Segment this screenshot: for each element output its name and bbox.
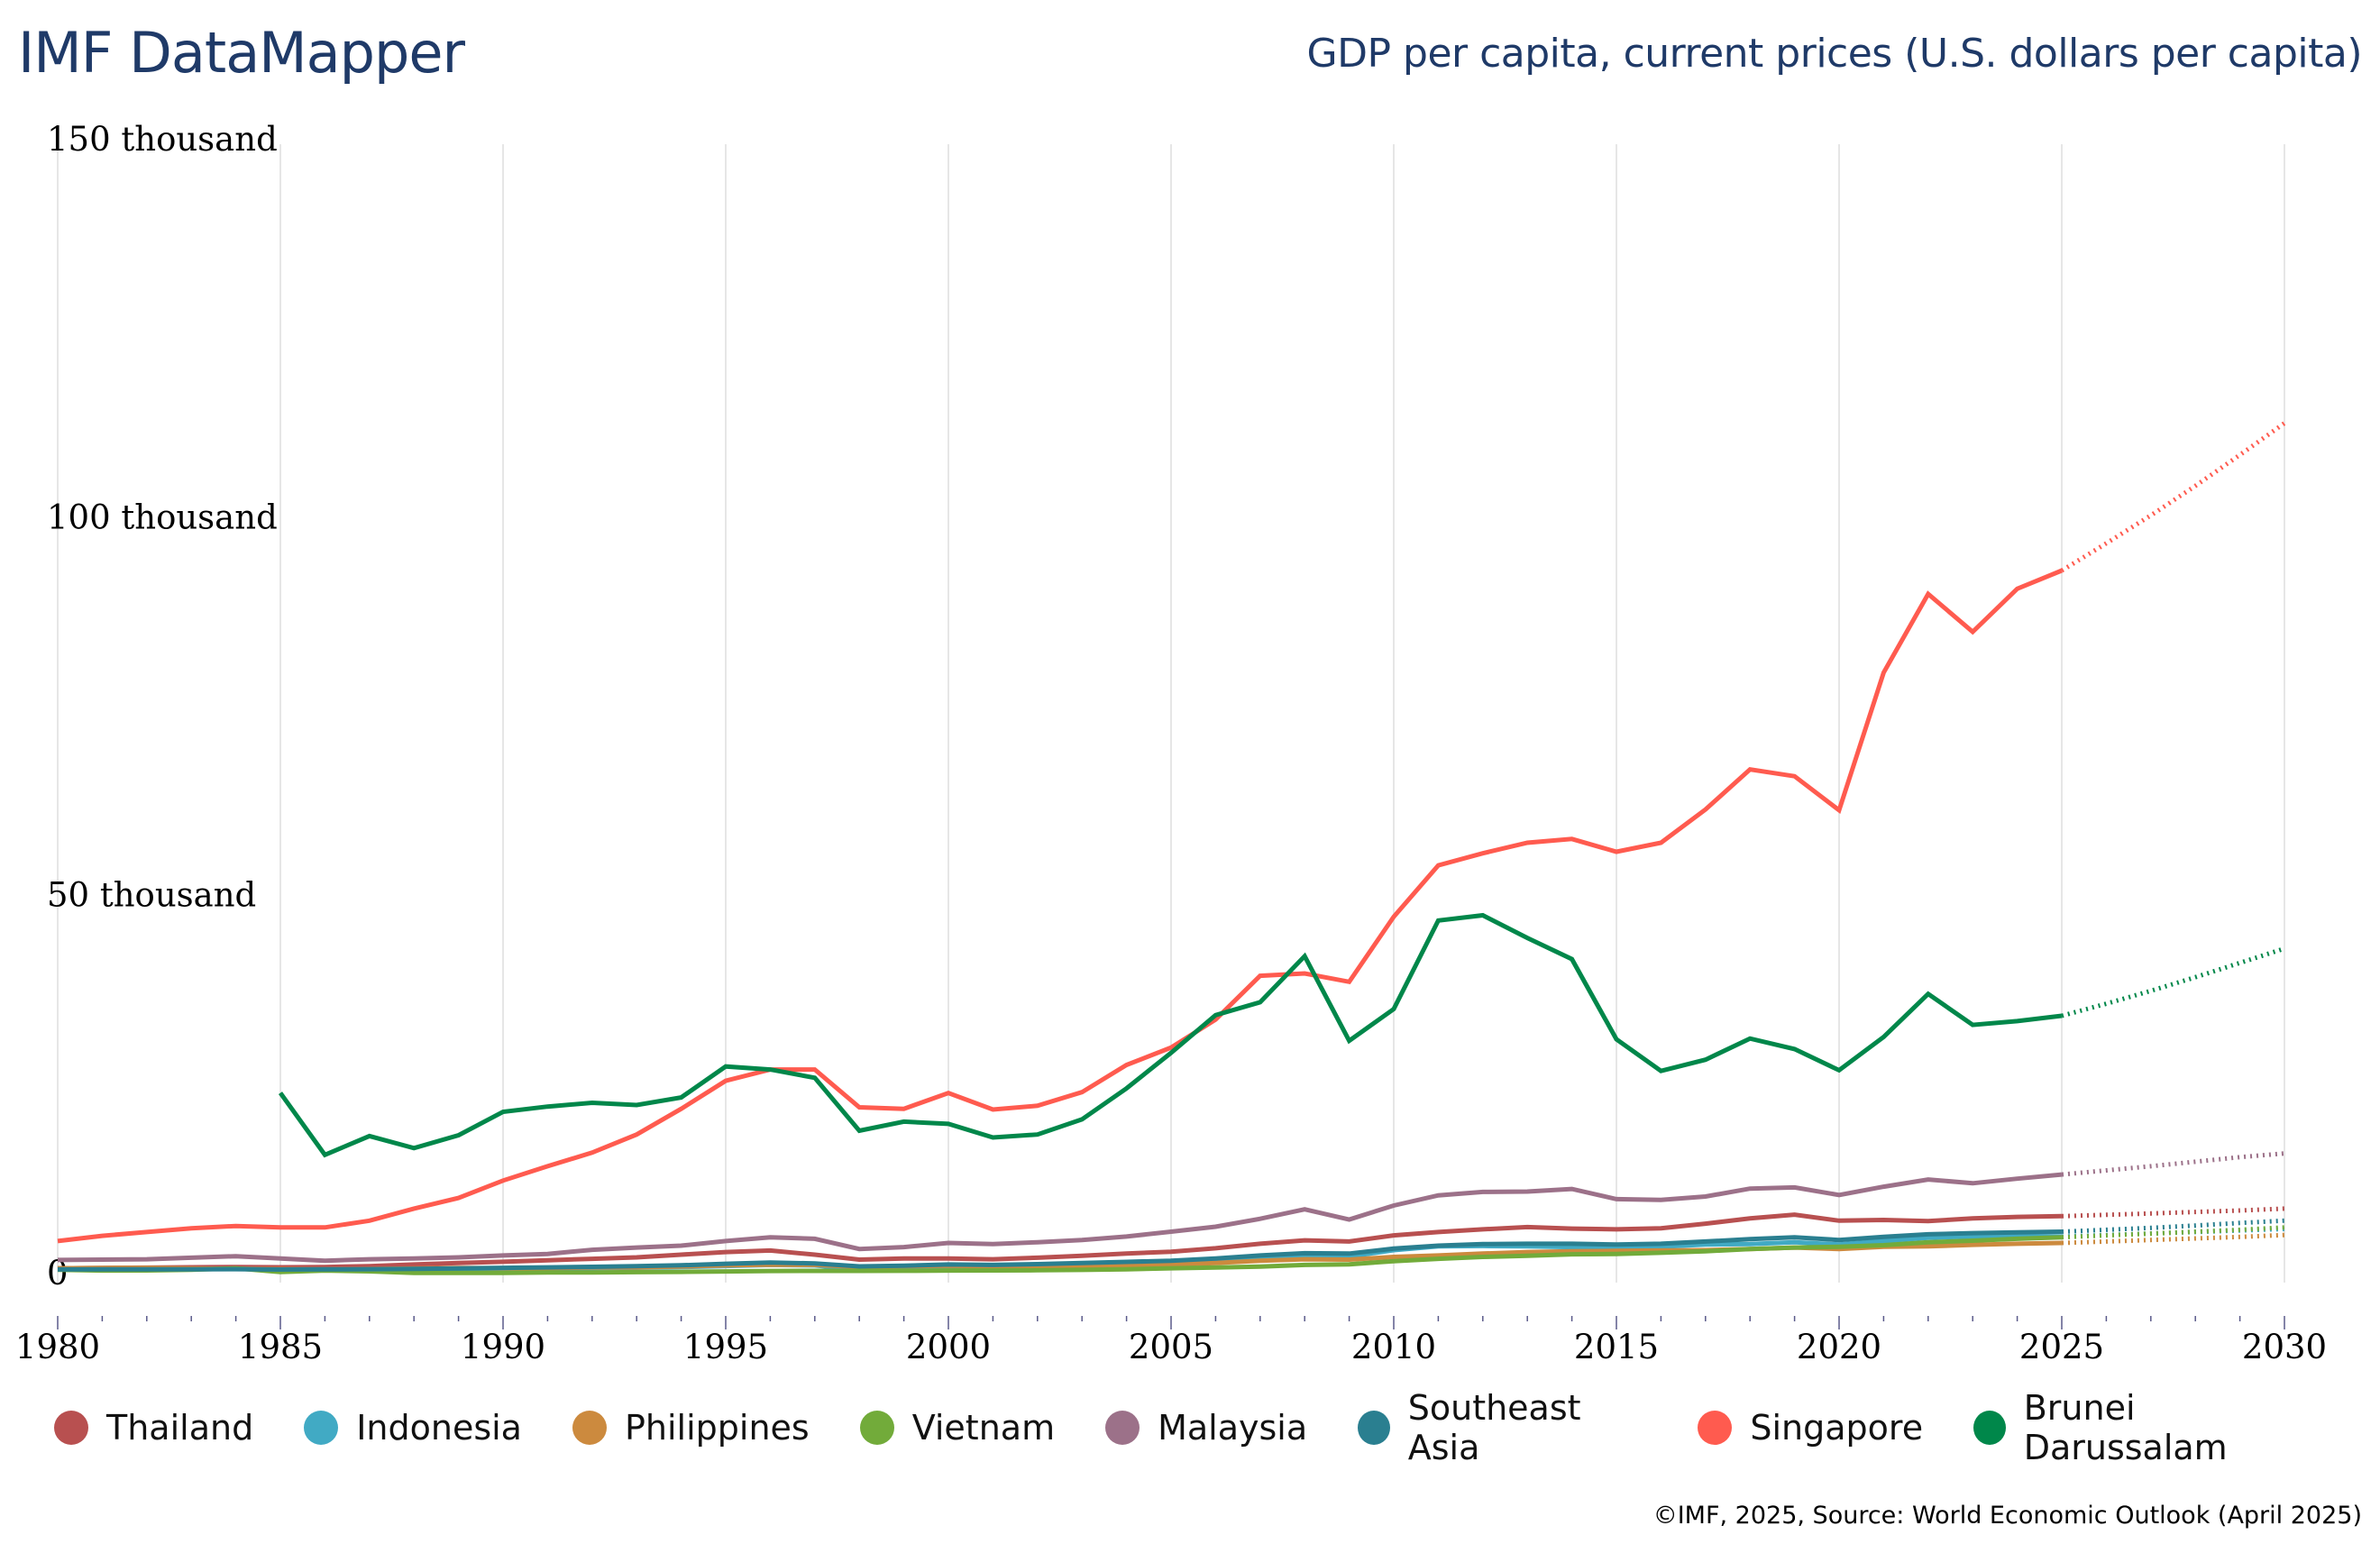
legend-swatch-icon [304,1411,339,1445]
app-title: IMF DataMapper [18,20,465,86]
x-tick-label: 1995 [683,1328,768,1366]
legend-item-thailand[interactable]: Thailand [54,1408,253,1448]
legend-label: Brunei Darussalam [2023,1388,2228,1467]
line-brunei-darussalam-historical[interactable] [278,912,2063,1158]
x-tick-label: 1980 [15,1328,100,1366]
x-tick-label: 2025 [2019,1328,2104,1366]
x-tick-label: 2020 [1797,1328,1881,1366]
y-tick-label: 50 thousand [47,876,256,915]
series-vietnam[interactable] [57,1225,2285,1275]
legend-label: Malaysia [1158,1408,1308,1448]
series-malaysia[interactable] [57,1151,2285,1264]
legend-swatch-icon [1973,1411,2006,1445]
source-footer: ©IMF, 2025, Source: World Economic Outlo… [1652,1502,2362,1530]
line-philippines-projection[interactable] [2061,1232,2285,1246]
legend-item-vietnam[interactable]: Vietnam [859,1408,1056,1448]
x-tick-label: 2030 [2242,1328,2327,1366]
legend-label: Indonesia [356,1408,522,1448]
legend-label: Singapore [1750,1408,1924,1448]
legend-item-indonesia[interactable]: Indonesia [304,1408,522,1448]
y-tick-label: 100 thousand [47,498,278,536]
series-brunei-darussalam[interactable] [278,912,2285,1158]
legend-swatch-icon [1698,1411,1733,1445]
gridlines [57,144,2285,1283]
legend-swatch-icon [54,1411,88,1445]
y-axis: 0 50 thousand 100 thousand 150 thousand [47,120,278,1293]
legend-item-southeast-asia[interactable]: Southeast Asia [1358,1388,1647,1467]
indicator-title[interactable]: GDP per capita, current prices (U.S. dol… [1306,31,2363,77]
line-vietnam-historical[interactable] [57,1235,2063,1275]
legend-swatch-icon [1358,1411,1390,1445]
legend-item-brunei-darussalam[interactable]: Brunei Darussalam [1973,1388,2330,1467]
legend-swatch-icon [572,1411,607,1445]
x-tick-label: 2005 [1129,1328,1213,1366]
legend-label: Thailand [106,1408,254,1448]
legend-swatch-icon [859,1411,894,1445]
line-singapore-historical[interactable] [57,568,2063,1244]
line-southeast-asia-historical[interactable] [57,1229,2063,1273]
series-singapore[interactable] [57,421,2286,1244]
x-tick-label: 2010 [1351,1328,1436,1366]
line-malaysia-projection[interactable] [2061,1151,2285,1177]
series-southeast-asia[interactable] [57,1218,2285,1273]
series-thailand[interactable] [57,1206,2285,1271]
x-tick-label: 1990 [461,1328,545,1366]
line-thailand-historical[interactable] [57,1212,2063,1271]
y-tick-label: 0 [47,1254,69,1293]
line-brunei-darussalam-projection[interactable] [2061,946,2285,1019]
line-malaysia-historical[interactable] [57,1172,2063,1264]
legend-label: Vietnam [911,1408,1056,1448]
x-tick-label: 1985 [238,1328,323,1366]
legend: Thailand Indonesia Philippines Vietnam Malay… [54,1388,2380,1467]
line-singapore-projection[interactable] [2060,421,2286,573]
legend-item-singapore[interactable]: Singapore [1698,1408,1923,1448]
x-tick-label: 2015 [1574,1328,1659,1366]
legend-label: Philippines [624,1408,810,1448]
x-tick-label: 2000 [906,1328,991,1366]
legend-swatch-icon [1105,1411,1140,1445]
legend-label: Southeast Asia [1407,1388,1581,1467]
line-thailand-projection[interactable] [2061,1206,2285,1219]
series-lines [57,421,2286,1275]
legend-item-philippines[interactable]: Philippines [572,1408,810,1448]
x-axis: 1980 1985 1990 1995 2000 2005 2010 2015 2020 2025… [15,1316,2327,1366]
legend-item-malaysia[interactable]: Malaysia [1105,1408,1307,1448]
y-tick-label: 150 thousand [47,120,278,159]
